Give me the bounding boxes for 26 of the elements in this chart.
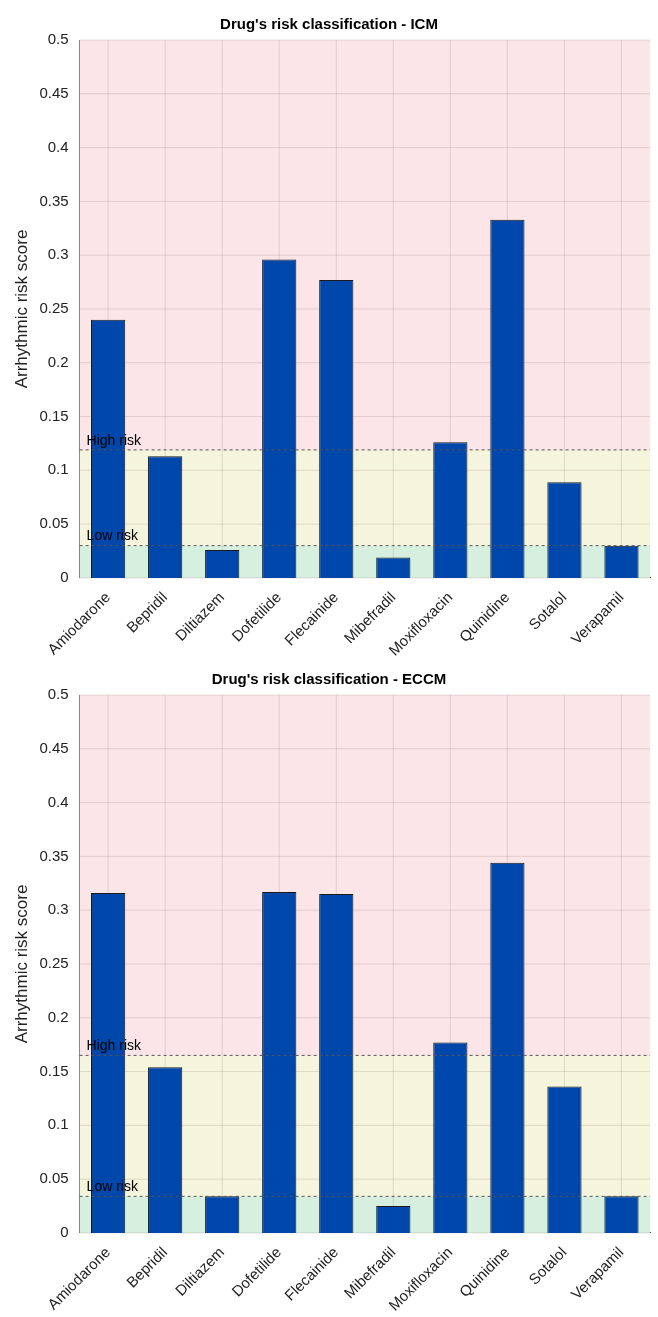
y-axis-title: Arrhythmic risk score xyxy=(11,229,31,389)
y-tick-label: 0.2 xyxy=(47,352,69,370)
y-tick-label: 0.5 xyxy=(47,30,69,48)
y-tick-label: 0.1 xyxy=(47,460,69,478)
y-tick-label: 0.2 xyxy=(47,1007,69,1025)
y-tick-label: 0.4 xyxy=(47,792,69,810)
y-tick-label: 0 xyxy=(60,568,69,586)
y-tick-label: 0.5 xyxy=(47,685,69,703)
y-tick-label: 0.4 xyxy=(47,137,69,155)
y-tick-label: 0.35 xyxy=(39,191,69,209)
y-tick-label: 0.45 xyxy=(39,83,69,101)
y-tick-label: 0.15 xyxy=(39,406,69,424)
y-tick-label: 0.1 xyxy=(47,1115,69,1133)
y-axis-title: Arrhythmic risk score xyxy=(11,884,31,1044)
y-tick-label: 0.45 xyxy=(39,738,69,756)
y-tick-label: 0.35 xyxy=(39,846,69,864)
y-tick-label: 0.25 xyxy=(39,954,69,972)
y-tick-label: 0.15 xyxy=(39,1061,69,1079)
y-tick-label: 0 xyxy=(60,1223,69,1241)
y-tick-label: 0.05 xyxy=(39,1169,69,1187)
y-tick-label: 0.25 xyxy=(39,299,69,317)
chart-title: Drug's risk classification - ECCM xyxy=(211,670,447,688)
y-tick-label: 0.05 xyxy=(39,514,69,532)
chart-title: Drug's risk classification - ICM xyxy=(220,15,438,33)
y-tick-label: 0.3 xyxy=(47,900,69,918)
y-tick-label: 0.3 xyxy=(47,245,69,263)
